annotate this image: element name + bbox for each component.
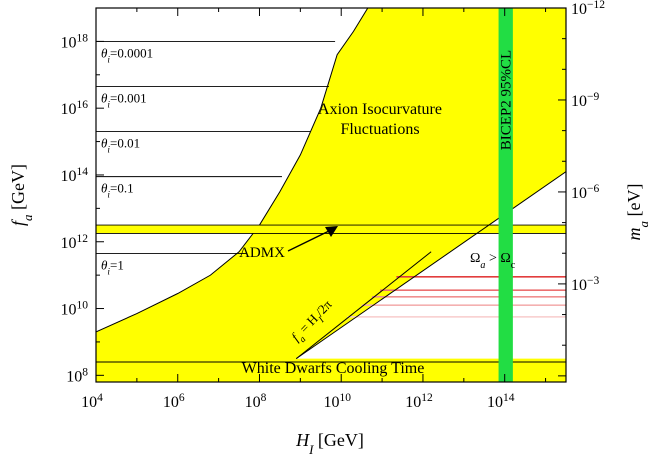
allowed-region-misalignment — [96, 8, 368, 332]
fa-equals-hi-line — [295, 251, 432, 360]
theta-label-3: θi=0.1 — [101, 181, 134, 201]
axes — [95, 7, 566, 382]
axis-labels: 104 106 108 1010 1012 1014 108 1010 1012 1014 1016… — [8, 0, 651, 457]
theta-label-4: θi=1 — [101, 257, 124, 277]
x-tick-label-10: 1010 — [323, 392, 351, 411]
y-right-tick-label--12: 10−12 — [571, 0, 605, 18]
x-tick-label-14: 1014 — [487, 392, 515, 411]
x-tick-label-6: 106 — [163, 392, 185, 411]
y-tick-label-10: 1010 — [60, 300, 88, 319]
white-dwarf-band — [96, 361, 566, 382]
isocurvature-label-line1: Axion Isocurvature — [318, 101, 442, 118]
y-right-tick-label--9: 10−9 — [571, 91, 599, 110]
x-tick-label-8: 108 — [245, 392, 267, 411]
y-right-axis-title: ma [eV] — [624, 184, 651, 241]
theta-label-0: θi=0.0001 — [101, 45, 153, 65]
bicep2-band — [498, 8, 513, 382]
y-right-tick-label--6: 10−6 — [571, 183, 599, 202]
y-right-tick-label--3: 10−3 — [571, 275, 599, 294]
omega-label: Ωa > Ωc — [470, 251, 516, 271]
isocurvature-label-line2: Fluctuations — [340, 121, 419, 138]
admx-arrow-shaft — [287, 229, 332, 252]
theta-label-1: θi=0.001 — [101, 90, 147, 110]
white-dwarfs-label: White Dwarfs Cooling Time — [242, 360, 425, 377]
y-tick-label-14: 1014 — [60, 166, 88, 185]
y-tick-label-8: 108 — [66, 366, 88, 385]
plot-area: θi=0.0001 θi=0.001 θi=0.01 θi=0.1 θi=1 Axion … — [96, 8, 566, 382]
admx-arrow-head — [325, 226, 338, 237]
dark-matter-boundary — [96, 8, 369, 333]
x-axis-title: HI [GeV] — [295, 430, 364, 457]
bicep2-label: BICEP2 95%CL — [499, 50, 515, 150]
y-left-axis-title: fa [GeV] — [8, 164, 35, 226]
isocurvature-bound-line — [295, 171, 566, 360]
x-tick-label-12: 1012 — [405, 392, 433, 411]
admx-label: ADMX — [239, 245, 285, 261]
y-tick-label-16: 1016 — [60, 99, 88, 118]
theta-label-2: θi=0.01 — [101, 136, 140, 156]
y-tick-label-18: 1018 — [60, 32, 88, 51]
x-tick-label-4: 104 — [81, 392, 103, 411]
plot-frame — [95, 7, 567, 383]
y-tick-label-12: 1012 — [60, 233, 88, 252]
